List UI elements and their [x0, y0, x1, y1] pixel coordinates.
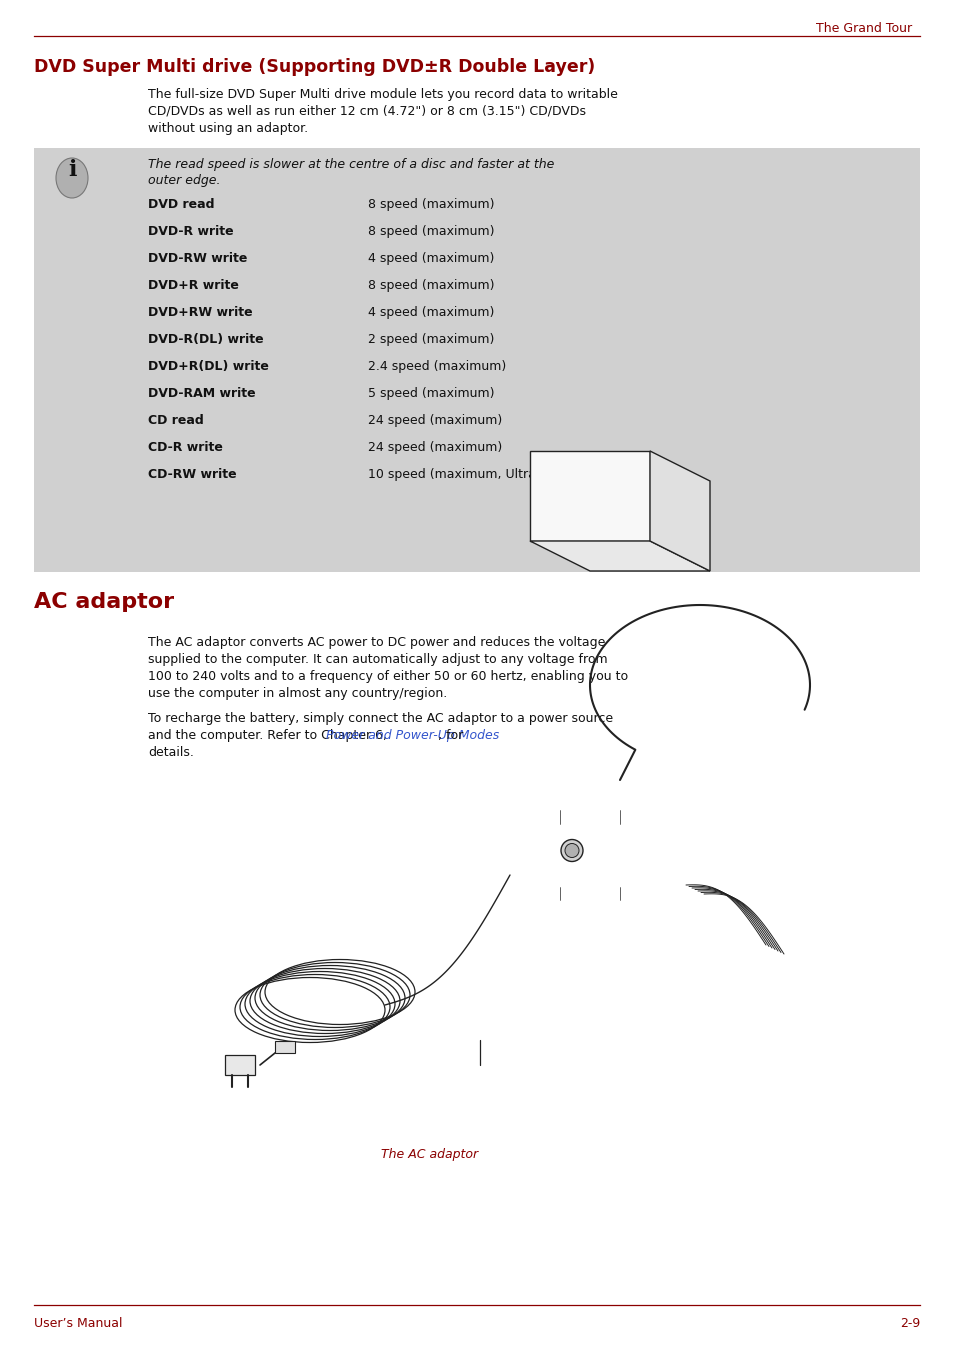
- Ellipse shape: [560, 839, 582, 862]
- Text: The Grand Tour: The Grand Tour: [815, 22, 911, 35]
- Text: The read speed is slower at the centre of a disc and faster at the: The read speed is slower at the centre o…: [148, 158, 554, 172]
- Text: details.: details.: [148, 746, 193, 759]
- Text: 2.4 speed (maximum): 2.4 speed (maximum): [368, 359, 506, 373]
- Text: DVD-RAM write: DVD-RAM write: [148, 386, 255, 400]
- Text: 2 speed (maximum): 2 speed (maximum): [368, 332, 494, 346]
- Text: DVD-RW write: DVD-RW write: [148, 253, 247, 265]
- Polygon shape: [530, 451, 649, 540]
- Polygon shape: [649, 451, 709, 571]
- Text: 24 speed (maximum): 24 speed (maximum): [368, 440, 501, 454]
- Text: 100 to 240 volts and to a frequency of either 50 or 60 hertz, enabling you to: 100 to 240 volts and to a frequency of e…: [148, 670, 627, 684]
- Text: CD-RW write: CD-RW write: [148, 467, 236, 481]
- Bar: [225, 1055, 254, 1075]
- Text: 8 speed (maximum): 8 speed (maximum): [368, 199, 494, 211]
- Polygon shape: [530, 540, 709, 571]
- Text: DVD-R(DL) write: DVD-R(DL) write: [148, 332, 263, 346]
- Text: CD/DVDs as well as run either 12 cm (4.72") or 8 cm (3.15") CD/DVDs: CD/DVDs as well as run either 12 cm (4.7…: [148, 105, 585, 118]
- Text: DVD Super Multi drive (Supporting DVD±R Double Layer): DVD Super Multi drive (Supporting DVD±R …: [34, 58, 595, 76]
- Text: outer edge.: outer edge.: [148, 174, 220, 186]
- Text: DVD read: DVD read: [148, 199, 214, 211]
- Text: CD read: CD read: [148, 413, 204, 427]
- Ellipse shape: [564, 843, 578, 858]
- Text: without using an adaptor.: without using an adaptor.: [148, 122, 308, 135]
- Text: DVD+RW write: DVD+RW write: [148, 305, 253, 319]
- Text: 2-9: 2-9: [899, 1317, 919, 1329]
- Text: 8 speed (maximum): 8 speed (maximum): [368, 280, 494, 292]
- Text: and the computer. Refer to Chapter 6,: and the computer. Refer to Chapter 6,: [148, 730, 391, 742]
- Text: 10 speed (maximum, Ultra-speed media): 10 speed (maximum, Ultra-speed media): [368, 467, 625, 481]
- Text: The AC adaptor: The AC adaptor: [381, 1148, 478, 1161]
- Text: 8 speed (maximum): 8 speed (maximum): [368, 226, 494, 238]
- Text: 4 speed (maximum): 4 speed (maximum): [368, 305, 494, 319]
- Text: The AC adaptor converts AC power to DC power and reduces the voltage: The AC adaptor converts AC power to DC p…: [148, 636, 605, 648]
- Text: use the computer in almost any country/region.: use the computer in almost any country/r…: [148, 688, 447, 700]
- Text: Power and Power-Up Modes: Power and Power-Up Modes: [326, 730, 498, 742]
- Text: The full-size DVD Super Multi drive module lets you record data to writable: The full-size DVD Super Multi drive modu…: [148, 88, 618, 101]
- Bar: [274, 1042, 294, 1052]
- Text: To recharge the battery, simply connect the AC adaptor to a power source: To recharge the battery, simply connect …: [148, 712, 613, 725]
- Text: 5 speed (maximum): 5 speed (maximum): [368, 386, 494, 400]
- Text: 24 speed (maximum): 24 speed (maximum): [368, 413, 501, 427]
- Text: AC adaptor: AC adaptor: [34, 592, 174, 612]
- Text: 4 speed (maximum): 4 speed (maximum): [368, 253, 494, 265]
- Text: DVD+R(DL) write: DVD+R(DL) write: [148, 359, 269, 373]
- Text: CD-R write: CD-R write: [148, 440, 223, 454]
- Text: User’s Manual: User’s Manual: [34, 1317, 122, 1329]
- Text: DVD+R write: DVD+R write: [148, 280, 238, 292]
- Text: i: i: [68, 159, 76, 181]
- Text: , for: , for: [437, 730, 463, 742]
- Text: supplied to the computer. It can automatically adjust to any voltage from: supplied to the computer. It can automat…: [148, 653, 607, 666]
- Text: DVD-R write: DVD-R write: [148, 226, 233, 238]
- Ellipse shape: [56, 158, 88, 199]
- Bar: [34, 149, 919, 571]
